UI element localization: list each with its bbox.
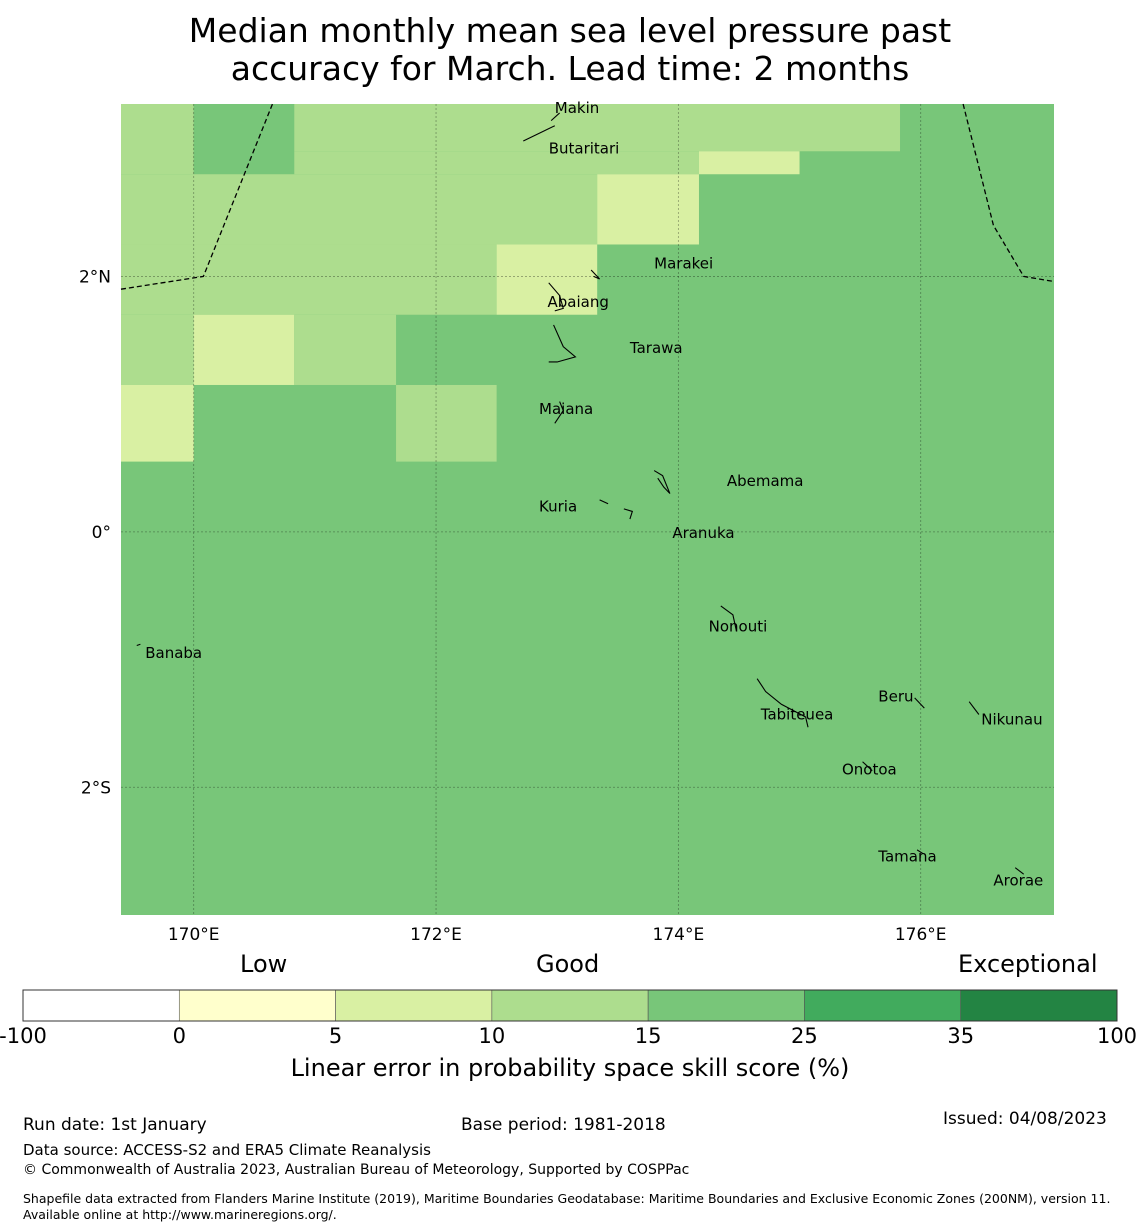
- island-outline: [554, 401, 564, 424]
- lat-tick-label: 2°S: [81, 778, 111, 798]
- skill-cell: [121, 384, 194, 462]
- skill-cell: [597, 174, 699, 245]
- map-title-line-1: Median monthly mean sea level pressure p…: [188, 11, 952, 50]
- colorbar-tick-label: 5: [328, 1024, 343, 1048]
- island-outline: [756, 678, 809, 728]
- skill-score-map: Makin Butaritari Marakei Abaiang Tarawa Maian…: [79, 99, 1055, 945]
- colorbar-tick-label: -100: [0, 1024, 47, 1048]
- issued-date: Issued: 04/08/2023: [943, 1109, 1107, 1129]
- island-label: Abaiang: [548, 293, 609, 311]
- island-outline: [862, 761, 873, 772]
- colorbar-bin: [178, 989, 336, 1022]
- colorbar-bin: [22, 989, 180, 1022]
- skill-cell: [294, 151, 699, 175]
- colorbar-label: Linear error in probability space skill …: [290, 1054, 850, 1082]
- skill-cell: [294, 314, 397, 385]
- island-label: Banaba: [145, 644, 202, 662]
- map-title-line-2: accuracy for March. Lead time: 2 months: [230, 49, 910, 88]
- skill-cell: [121, 314, 194, 385]
- island-outline: [136, 643, 141, 647]
- run-date: Run date: 1st January: [23, 1115, 207, 1135]
- lon-tick-label: 170°E: [168, 925, 220, 945]
- colorbar-bin: [335, 989, 493, 1022]
- eez-boundary-line: [962, 103, 1055, 283]
- island-outline: [720, 605, 738, 632]
- skill-cell: [698, 151, 800, 175]
- island-label: Abemama: [727, 472, 804, 490]
- island-label: Arorae: [993, 872, 1043, 890]
- colorbar-bin: [960, 989, 1118, 1022]
- colorbar-tick-label: 35: [947, 1024, 975, 1048]
- island-label: Marakei: [654, 255, 713, 273]
- lat-tick-label: 0°: [92, 523, 111, 543]
- island-outline: [1014, 867, 1025, 875]
- graticule: [121, 104, 1054, 915]
- base-period: Base period: 1981-2018: [461, 1115, 666, 1135]
- skill-cell: [121, 174, 598, 245]
- islands: Makin Butaritari Marakei Abaiang Tarawa Maian…: [136, 99, 1043, 890]
- lon-tick-label: 176°E: [895, 925, 947, 945]
- shapefile-credit: Shapefile data extracted from Flanders M…: [23, 1191, 1111, 1222]
- island-label: Butaritari: [549, 140, 620, 158]
- island-outline: [968, 701, 980, 715]
- data-source: Data source: ACCESS-S2 and ERA5 Climate …: [23, 1141, 431, 1159]
- island-label: Beru: [878, 688, 913, 706]
- island-label: Onotoa: [842, 760, 897, 778]
- skill-grid-cells: [121, 104, 1054, 915]
- island-outline: [914, 697, 925, 709]
- island-outline: [653, 470, 671, 494]
- island-label: Nikunau: [981, 711, 1042, 729]
- island-label: Tabiteuea: [760, 705, 834, 723]
- skill-cell: [294, 104, 901, 152]
- island-label: Maiana: [539, 400, 593, 418]
- island-label: Aranuka: [672, 524, 734, 542]
- skill-cell: [193, 104, 295, 175]
- island-outline: [623, 508, 634, 520]
- island-label: Tamana: [877, 847, 936, 865]
- legend-category-good: Good: [536, 950, 600, 978]
- island-outline: [550, 112, 560, 122]
- eez-boundary-line: [120, 103, 274, 290]
- colorbar: [22, 989, 1118, 1022]
- lon-tick-label: 174°E: [653, 925, 705, 945]
- island-label: Tarawa: [629, 339, 683, 357]
- colorbar-bin: [804, 989, 962, 1022]
- island-outline: [523, 125, 556, 142]
- island-outline: [548, 282, 564, 312]
- colorbar-bin: [647, 989, 805, 1022]
- island-outline: [590, 269, 601, 280]
- colorbar-tick-label: 15: [634, 1024, 662, 1048]
- skill-cell: [121, 244, 497, 315]
- island-label: Nonouti: [709, 617, 768, 635]
- island-label: Kuria: [539, 497, 577, 515]
- legend-category-low: Low: [240, 950, 288, 978]
- skill-cell: [193, 314, 295, 385]
- colorbar-tick-label: 10: [478, 1024, 506, 1048]
- copyright: © Commonwealth of Australia 2023, Austra…: [23, 1162, 690, 1178]
- lat-tick-label: 2°N: [79, 267, 111, 287]
- colorbar-outline: [22, 989, 1118, 1022]
- island-outline: [599, 499, 609, 505]
- island-label: Makin: [555, 99, 600, 117]
- skill-cell: [396, 384, 497, 462]
- colorbar-tick-label: 0: [172, 1024, 186, 1048]
- island-outline: [916, 849, 924, 855]
- colorbar-bin: [491, 989, 649, 1022]
- skill-cell: [900, 104, 1054, 152]
- colorbar-tick-label: 25: [791, 1024, 818, 1048]
- eez-boundaries: [120, 103, 1055, 290]
- lon-tick-label: 172°E: [410, 925, 462, 945]
- axis-tick-labels: 170°E 172°E 174°E 176°E 2°N 0° 2°S: [79, 267, 947, 945]
- legend-category-exceptional: Exceptional: [958, 950, 1098, 978]
- skill-cell: [121, 104, 194, 175]
- skill-cell: [496, 244, 598, 315]
- colorbar-tick-label: 100: [1096, 1024, 1138, 1048]
- island-outline: [548, 324, 577, 363]
